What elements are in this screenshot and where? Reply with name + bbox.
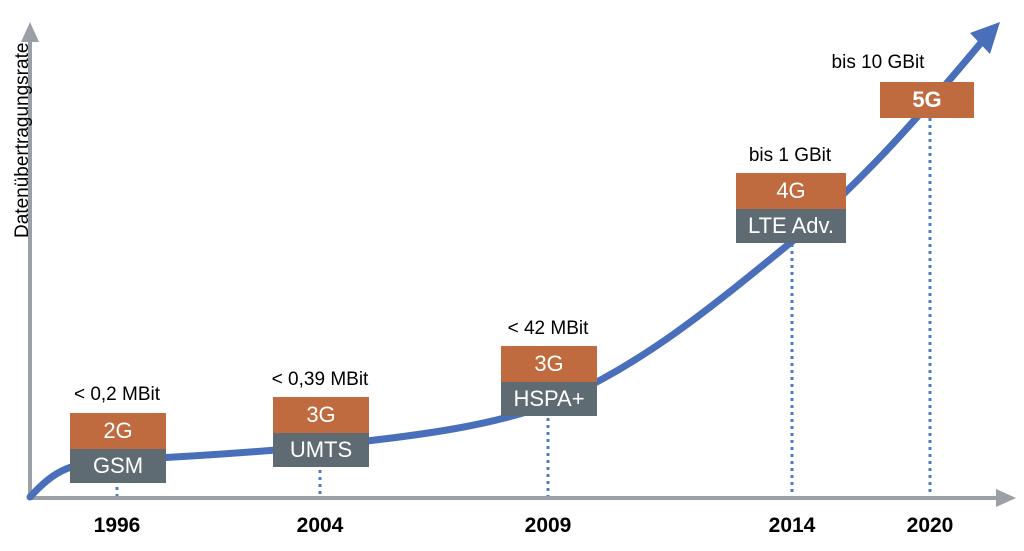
rate-label-2014: bis 1 GBit [748, 145, 832, 166]
y-axis-arrowhead [21, 22, 39, 42]
y-axis-title: Datenübertragungsrate [12, 42, 33, 238]
generation-box-2004: 3G UMTS [273, 397, 369, 467]
growth-curve-arrowhead [970, 22, 1000, 54]
year-label-2014: 2014 [768, 514, 816, 537]
technology-label: HSPA+ [501, 382, 597, 416]
year-label-2009: 2009 [524, 514, 572, 537]
generation-box-2014: 4G LTE Adv. [736, 173, 846, 243]
year-label-2004: 2004 [296, 514, 344, 537]
generation-label: 5G [880, 82, 974, 118]
generation-label: 3G [501, 346, 597, 382]
year-label-2020: 2020 [906, 514, 954, 537]
generation-box-2009: 3G HSPA+ [501, 346, 597, 416]
rate-label-2020: bis 10 GBit [831, 52, 925, 73]
generation-box-2020: 5G [880, 82, 974, 118]
technology-label: UMTS [273, 433, 369, 467]
generation-label: 3G [273, 397, 369, 433]
rate-label-2009: < 42 MBit [507, 318, 589, 339]
x-axis-arrowhead [996, 489, 1016, 507]
generation-label: 2G [70, 413, 166, 449]
generation-label: 4G [736, 173, 846, 209]
rate-label-1996: < 0,2 MBit [73, 384, 161, 405]
rate-label-2004: < 0,39 MBit [271, 369, 369, 390]
year-label-1996: 1996 [93, 514, 141, 537]
technology-label: LTE Adv. [736, 209, 846, 243]
technology-label: GSM [70, 449, 166, 483]
generation-box-1996: 2G GSM [70, 413, 166, 483]
growth-curve [26, 34, 989, 501]
